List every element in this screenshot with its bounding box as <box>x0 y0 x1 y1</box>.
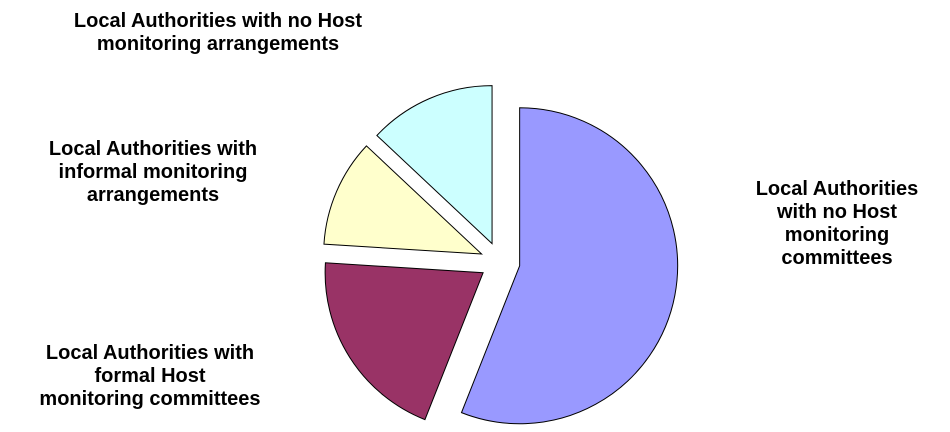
slice-informal-arrangements <box>323 145 483 255</box>
slice-formal-committees <box>324 262 484 421</box>
slice-no-arrangements <box>376 85 493 245</box>
slice-label-no-committees: Local Authorities with no Host monitorin… <box>755 178 919 269</box>
slice-label-informal-arrangements: Local Authorities with informal monitori… <box>48 138 258 206</box>
slice-label-no-arrangements: Local Authorities with no Host monitorin… <box>73 10 363 55</box>
slice-label-formal-committees: Local Authorities with formal Host monit… <box>39 342 261 410</box>
slice-no-committees <box>460 107 679 425</box>
